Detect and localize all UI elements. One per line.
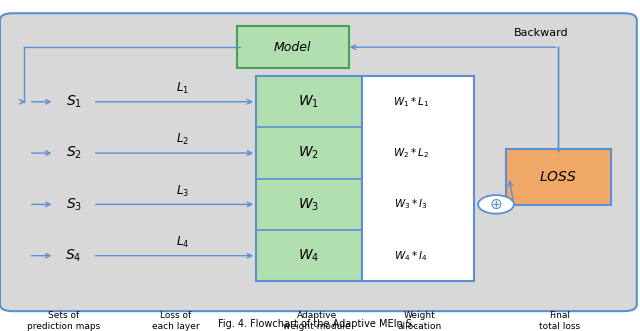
Text: $S_3$: $S_3$ xyxy=(65,196,82,213)
FancyBboxPatch shape xyxy=(237,26,349,68)
Text: $L_3$: $L_3$ xyxy=(176,184,189,199)
Text: $S_1$: $S_1$ xyxy=(65,94,82,110)
Text: Final
total loss: Final total loss xyxy=(540,311,580,331)
Text: Model: Model xyxy=(274,41,312,54)
Text: $S_2$: $S_2$ xyxy=(65,145,82,161)
FancyBboxPatch shape xyxy=(0,13,637,311)
Text: Loss of
each layer: Loss of each layer xyxy=(152,311,200,331)
Text: Sets of
prediction maps: Sets of prediction maps xyxy=(28,311,100,331)
Text: $W_3$: $W_3$ xyxy=(298,196,319,213)
Text: $LOSS$: $LOSS$ xyxy=(540,170,577,184)
Text: $L_2$: $L_2$ xyxy=(176,132,189,147)
Text: $\oplus$: $\oplus$ xyxy=(490,197,502,212)
Text: $W_1 * L_1$: $W_1 * L_1$ xyxy=(393,95,429,109)
FancyBboxPatch shape xyxy=(506,149,611,205)
Text: $W_4 * I_4$: $W_4 * I_4$ xyxy=(394,249,428,262)
Text: $W_3 * I_3$: $W_3 * I_3$ xyxy=(394,198,428,211)
Text: Weight
allocation: Weight allocation xyxy=(397,311,442,331)
Text: Fig. 4. Flowchart of the Adaptive MEIn S...: Fig. 4. Flowchart of the Adaptive MEIn S… xyxy=(218,319,422,329)
FancyBboxPatch shape xyxy=(362,76,474,281)
Text: Adaptive
weight module: Adaptive weight module xyxy=(283,311,351,331)
Text: $L_1$: $L_1$ xyxy=(176,81,189,96)
FancyBboxPatch shape xyxy=(256,76,362,281)
Text: $W_4$: $W_4$ xyxy=(298,248,319,264)
Text: $S_4$: $S_4$ xyxy=(65,248,82,264)
Text: $W_2 * L_2$: $W_2 * L_2$ xyxy=(393,146,429,160)
Text: $W_2$: $W_2$ xyxy=(298,145,319,161)
Text: $L_4$: $L_4$ xyxy=(176,235,189,250)
Circle shape xyxy=(478,195,514,214)
Text: Backward: Backward xyxy=(513,28,568,38)
Text: $W_1$: $W_1$ xyxy=(298,94,319,110)
